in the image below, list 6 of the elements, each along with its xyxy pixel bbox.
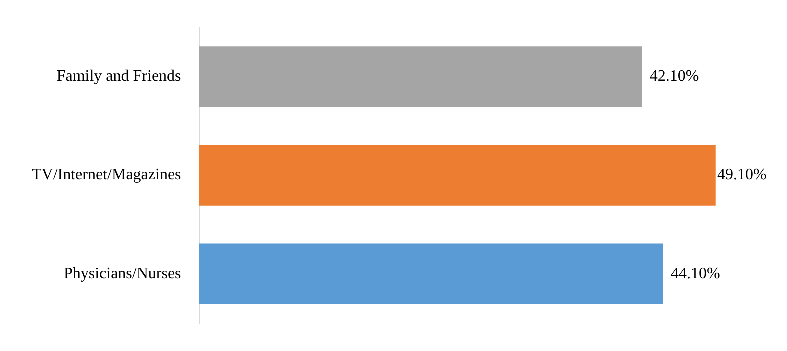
data-label: 42.10% xyxy=(650,68,700,86)
y-tick-label: TV/Internet/Magazines xyxy=(32,166,182,184)
data-label: 44.10% xyxy=(670,265,720,282)
y-tick-label: Family and Friends xyxy=(56,68,182,86)
data-label: 49.10% xyxy=(718,166,767,184)
y-tick-label: Physicians/Nurses xyxy=(64,265,182,282)
